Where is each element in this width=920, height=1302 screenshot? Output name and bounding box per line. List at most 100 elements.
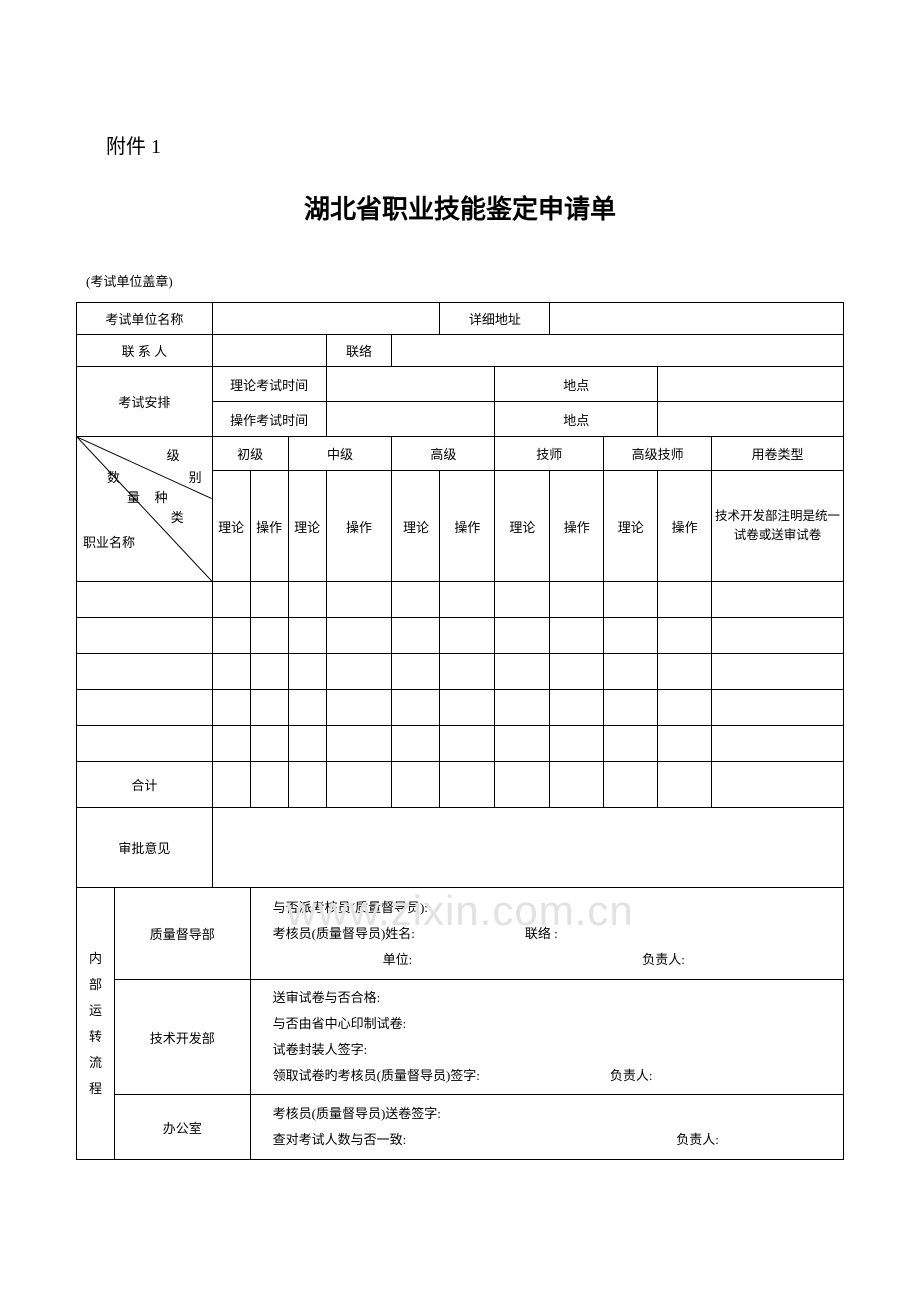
table-row [77, 726, 844, 762]
diag-lei: 类 [171, 507, 184, 526]
main-table: 考试单位名称 详细地址 联 系 人 联络 考试安排 理论考试时间 地点 [76, 302, 844, 1160]
practice-time-cell [326, 402, 495, 437]
qd-line2b: 联络 : [525, 926, 558, 941]
quality-dept-label: 质量督导部 [114, 888, 250, 980]
data-cell [495, 762, 550, 808]
data-cell [712, 762, 844, 808]
office-dept-content: 考核员(质量督导员)送卷签字: 查对考试人数与否一致:负责人: [250, 1095, 843, 1160]
od-line1: 考核员(质量督导员)送卷签字: [273, 1101, 839, 1127]
office-dept-label: 办公室 [114, 1095, 250, 1160]
td-line4: 领取试卷旳考核员(质量督导员)签字: [273, 1068, 480, 1083]
data-cell [250, 618, 288, 654]
data-cell [440, 654, 495, 690]
paper-type-note: 技术开发部注明是统一试卷或送审试卷 [712, 471, 844, 582]
diag-zhong: 种 [155, 487, 168, 506]
data-cell [77, 726, 213, 762]
data-cell [288, 762, 326, 808]
opinion-label: 审批意见 [77, 808, 213, 888]
contact-label: 联 系 人 [77, 335, 213, 367]
data-cell [212, 654, 250, 690]
table-row: 审批意见 [77, 808, 844, 888]
address-label: 详细地址 [440, 303, 550, 335]
data-cell [440, 618, 495, 654]
data-cell [392, 762, 440, 808]
data-cell [326, 690, 392, 726]
table-row [77, 654, 844, 690]
practice-place-label: 地点 [495, 402, 658, 437]
td-line3: 试卷封装人签字: [273, 1037, 839, 1063]
data-cell [392, 726, 440, 762]
sub-practice-4: 操作 [550, 471, 604, 582]
tech-dept-content: 送审试卷与否合格: 与否由省中心印制试卷: 试卷封装人签字: 领取试卷旳考核员(… [250, 980, 843, 1095]
data-cell [658, 618, 712, 654]
exam-arrange-label: 考试安排 [77, 367, 213, 437]
td-line1: 送审试卷与否合格: [273, 985, 839, 1011]
data-cell [326, 654, 392, 690]
data-cell [250, 726, 288, 762]
data-cell [250, 690, 288, 726]
sub-theory-2: 理论 [288, 471, 326, 582]
data-cell [440, 726, 495, 762]
total-label: 合计 [77, 762, 213, 808]
qd-line3: 单位: [383, 952, 413, 967]
data-cell [77, 582, 213, 618]
data-cell [495, 690, 550, 726]
data-cell [495, 726, 550, 762]
data-cell [604, 690, 658, 726]
sub-theory-4: 理论 [495, 471, 550, 582]
table-row: 考试安排 理论考试时间 地点 [77, 367, 844, 402]
data-cell [440, 690, 495, 726]
data-cell [440, 762, 495, 808]
data-cell [77, 654, 213, 690]
data-cell [658, 762, 712, 808]
data-cell [495, 582, 550, 618]
data-cell [326, 762, 392, 808]
diag-bie: 别 [189, 467, 202, 486]
data-cell [326, 582, 392, 618]
level-header-2: 中级 [288, 437, 392, 471]
data-cell [604, 582, 658, 618]
practice-place-cell [658, 402, 844, 437]
table-row [77, 690, 844, 726]
data-cell [77, 618, 213, 654]
table-row [77, 582, 844, 618]
diag-shu: 数 [107, 467, 120, 486]
tel-cell [392, 335, 844, 367]
internal-flow-label: 内部运转流程 [77, 888, 115, 1160]
practice-time-label: 操作考试时间 [212, 402, 326, 437]
data-cell [712, 618, 844, 654]
diag-job-name: 职业名称 [83, 532, 135, 551]
sub-practice-2: 操作 [326, 471, 392, 582]
data-cell [440, 582, 495, 618]
data-cell [392, 654, 440, 690]
qd-signer: 负责人: [642, 952, 685, 967]
level-header-5: 高级技师 [604, 437, 712, 471]
attachment-label: 附件 1 [106, 130, 844, 159]
data-cell [392, 690, 440, 726]
data-cell [712, 654, 844, 690]
data-cell [604, 654, 658, 690]
theory-place-label: 地点 [495, 367, 658, 402]
data-cell [712, 690, 844, 726]
data-cell [326, 726, 392, 762]
data-cell [604, 618, 658, 654]
data-cell [550, 654, 604, 690]
table-row: 考试单位名称 详细地址 [77, 303, 844, 335]
unit-name-label: 考试单位名称 [77, 303, 213, 335]
data-cell [712, 726, 844, 762]
tel-label: 联络 [326, 335, 392, 367]
diagonal-header-cell: 级 别 数 量 种 类 职业名称 [77, 437, 213, 582]
data-cell [212, 582, 250, 618]
theory-time-cell [326, 367, 495, 402]
data-cell [250, 762, 288, 808]
diag-liang: 量 [127, 487, 140, 506]
data-cell [712, 582, 844, 618]
od-signer: 负责人: [676, 1132, 719, 1147]
data-cell [495, 654, 550, 690]
data-cell [212, 726, 250, 762]
level-header-4: 技师 [495, 437, 604, 471]
contact-cell [212, 335, 326, 367]
theory-time-label: 理论考试时间 [212, 367, 326, 402]
qd-line2: 考核员(质量督导员)姓名: [273, 926, 415, 941]
data-cell [658, 690, 712, 726]
